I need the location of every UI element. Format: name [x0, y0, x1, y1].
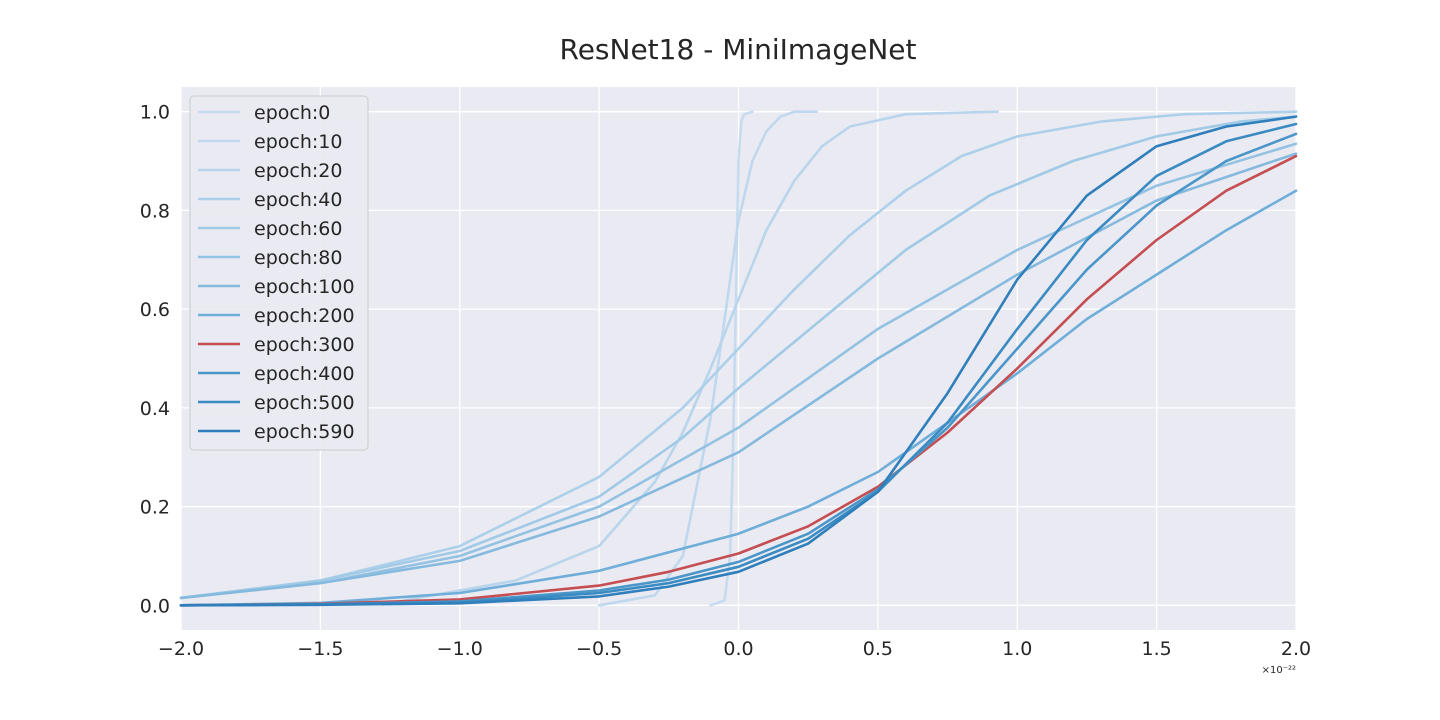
- legend-label: epoch:400: [254, 363, 355, 385]
- series-line-epoch-500: [179, 122, 1298, 607]
- x-tick-labels: −2.0 −1.5 −1.0 −0.5 0.0 0.5 1.0 1.5 2.0: [158, 638, 1311, 660]
- y-tick-label: 0.0: [140, 595, 170, 617]
- series-line-epoch-100: [179, 152, 1298, 600]
- x-tick-label: −1.5: [297, 638, 343, 660]
- legend: epoch:0 epoch:10 epoch:20 epoch:40 epoch:60 e…: [189, 95, 369, 451]
- y-tick-label: 1.0: [140, 102, 170, 124]
- legend-label: epoch:60: [254, 218, 342, 240]
- y-tick-label: 0.4: [140, 398, 170, 420]
- x-offset-label: ×10⁻²²: [1262, 665, 1296, 676]
- series-line-epoch-200: [179, 189, 1298, 607]
- x-tick-label: 0.5: [863, 638, 893, 660]
- legend-label: epoch:0: [254, 102, 330, 124]
- series-line-epoch-60: [179, 115, 1298, 600]
- x-tick-label: 1.5: [1142, 638, 1172, 660]
- x-tick-label: −2.0: [158, 638, 204, 660]
- legend-label: epoch:200: [254, 305, 355, 327]
- legend-label: epoch:590: [254, 421, 355, 443]
- legend-label: epoch:100: [254, 276, 355, 298]
- x-tick-label: 0.0: [723, 638, 753, 660]
- series-line-epoch-20: [402, 110, 999, 602]
- x-tick-label: −0.5: [576, 638, 622, 660]
- series-line-epoch-40: [179, 110, 1298, 600]
- y-tick-label: 0.6: [140, 299, 170, 321]
- legend-label: epoch:20: [254, 160, 342, 182]
- y-tick-label: 0.2: [140, 497, 170, 519]
- series-group: [179, 110, 1298, 607]
- y-tick-labels: 0.0 0.2 0.4 0.6 0.8 1.0: [140, 102, 170, 618]
- x-tick-label: −1.0: [437, 638, 483, 660]
- series-line-epoch-590: [179, 115, 1298, 607]
- legend-label: epoch:80: [254, 247, 342, 269]
- series-line-epoch-10: [597, 110, 818, 607]
- legend-label: epoch:10: [254, 131, 342, 153]
- legend-label: epoch:40: [254, 189, 342, 211]
- y-tick-label: 0.8: [140, 200, 170, 222]
- series-line-epoch-300: [179, 154, 1298, 607]
- series-line-epoch-80: [179, 142, 1298, 600]
- x-tick-label: 1.0: [1002, 638, 1032, 660]
- legend-box: [189, 95, 369, 451]
- x-tick-label: 2.0: [1281, 638, 1311, 660]
- legend-label: epoch:500: [254, 392, 355, 414]
- chart-title: ResNet18 - MiniImageNet: [560, 33, 917, 66]
- legend-label: epoch:300: [254, 334, 355, 356]
